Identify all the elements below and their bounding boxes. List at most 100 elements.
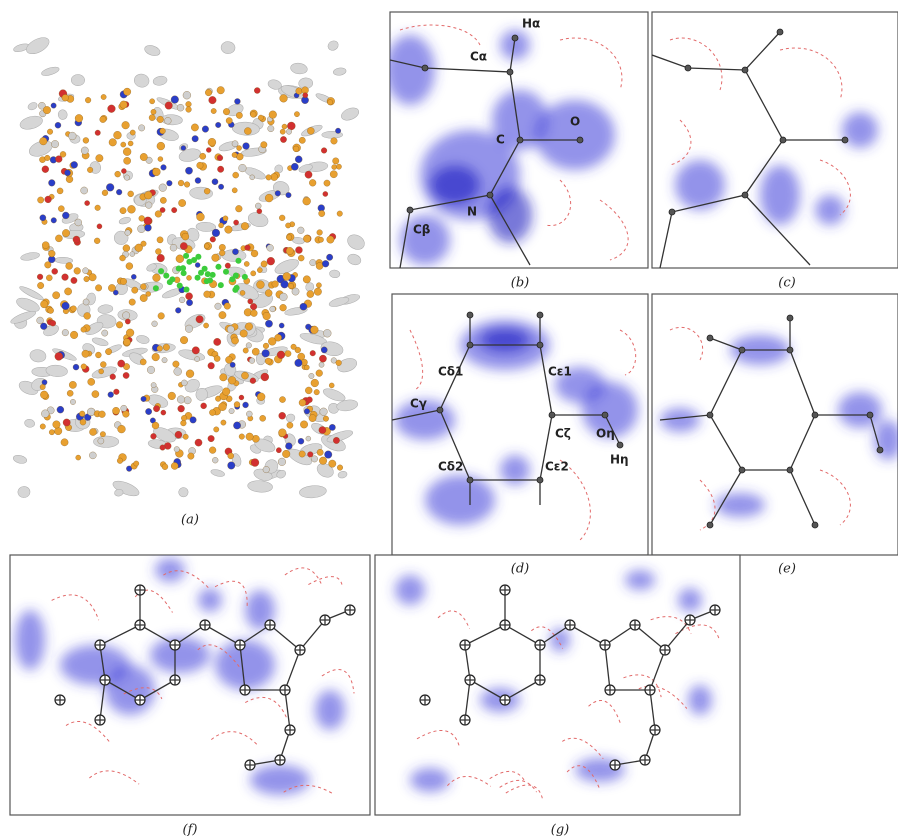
atom xyxy=(144,217,152,225)
atom xyxy=(191,124,198,131)
atom xyxy=(108,392,114,398)
atom xyxy=(232,152,237,157)
atom xyxy=(132,287,138,293)
atom xyxy=(237,145,242,150)
atom xyxy=(219,403,227,411)
atom xyxy=(201,403,207,409)
atom xyxy=(307,452,313,458)
atom xyxy=(82,268,88,274)
atom xyxy=(181,420,187,426)
positive-density xyxy=(678,588,702,612)
atom xyxy=(257,393,265,401)
atom xyxy=(219,311,226,318)
atom xyxy=(62,302,70,310)
atom xyxy=(285,350,291,356)
atom xyxy=(95,130,100,135)
atom xyxy=(42,380,47,385)
atom xyxy=(140,284,146,290)
atom xyxy=(314,389,320,395)
atom xyxy=(217,166,223,172)
atom xyxy=(188,453,194,459)
atom xyxy=(319,426,326,433)
atom xyxy=(158,157,163,162)
atom xyxy=(309,373,314,378)
atom xyxy=(118,360,125,367)
atom xyxy=(239,395,244,400)
atom xyxy=(89,274,96,281)
atom xyxy=(197,162,204,169)
atom xyxy=(137,225,145,233)
atom-label: Cγ xyxy=(410,397,427,411)
atom xyxy=(319,457,327,465)
atom-ellipsoid xyxy=(178,487,189,498)
atom xyxy=(98,438,104,444)
atom xyxy=(265,320,272,327)
atom xyxy=(212,457,218,463)
atom xyxy=(208,138,216,146)
atom xyxy=(269,111,277,119)
atom xyxy=(195,178,201,184)
atom xyxy=(40,384,45,389)
atom xyxy=(120,207,126,213)
atom xyxy=(196,316,203,323)
atom xyxy=(71,161,78,168)
atom xyxy=(115,171,121,177)
atom xyxy=(101,94,106,99)
atom xyxy=(95,285,101,291)
atom xyxy=(310,326,318,334)
ligand-atom xyxy=(183,253,189,259)
atom xyxy=(236,112,242,118)
atom-label: Cδ2 xyxy=(438,460,463,474)
ligand-atom xyxy=(195,254,201,260)
atom xyxy=(304,365,309,370)
atom xyxy=(126,263,133,270)
atom xyxy=(122,121,130,129)
atom xyxy=(260,415,266,421)
atom xyxy=(89,428,96,435)
atom xyxy=(239,164,247,172)
atom xyxy=(171,462,178,469)
ligand-atom xyxy=(242,274,248,280)
atom xyxy=(215,303,222,310)
atom xyxy=(121,142,126,147)
atom xyxy=(286,129,291,134)
atom xyxy=(57,188,63,194)
atom xyxy=(292,288,299,295)
atom xyxy=(223,108,230,115)
atom xyxy=(63,419,70,426)
atom-ellipsoid xyxy=(328,296,350,309)
atom-ellipsoid xyxy=(71,74,85,86)
atom xyxy=(257,209,262,214)
atom xyxy=(71,277,77,283)
atom xyxy=(120,255,126,261)
atom-label: Cζ xyxy=(555,427,571,441)
atom xyxy=(336,360,342,366)
atom xyxy=(40,300,47,307)
atom xyxy=(161,165,167,171)
atom xyxy=(280,136,286,142)
atom xyxy=(333,158,339,164)
atom xyxy=(298,255,304,261)
atom xyxy=(323,191,328,196)
atom xyxy=(303,197,311,205)
protein-structure xyxy=(9,34,367,499)
atom xyxy=(212,229,220,237)
positive-density xyxy=(315,690,345,730)
atom xyxy=(232,249,238,255)
atom xyxy=(254,88,260,94)
atom xyxy=(51,218,57,224)
atom xyxy=(100,431,105,436)
atom xyxy=(160,197,166,203)
atom xyxy=(45,262,52,269)
ligand-atom xyxy=(183,286,189,292)
ligand-atom xyxy=(202,266,208,272)
panel-caption: (g) xyxy=(551,823,569,838)
ligand-atom xyxy=(167,279,173,285)
atom xyxy=(239,434,245,440)
atom xyxy=(327,236,334,243)
atom xyxy=(241,222,249,230)
atom-ellipsoid xyxy=(333,67,347,76)
atom xyxy=(314,288,322,296)
atom xyxy=(155,249,161,255)
atom-ellipsoid xyxy=(299,485,327,499)
